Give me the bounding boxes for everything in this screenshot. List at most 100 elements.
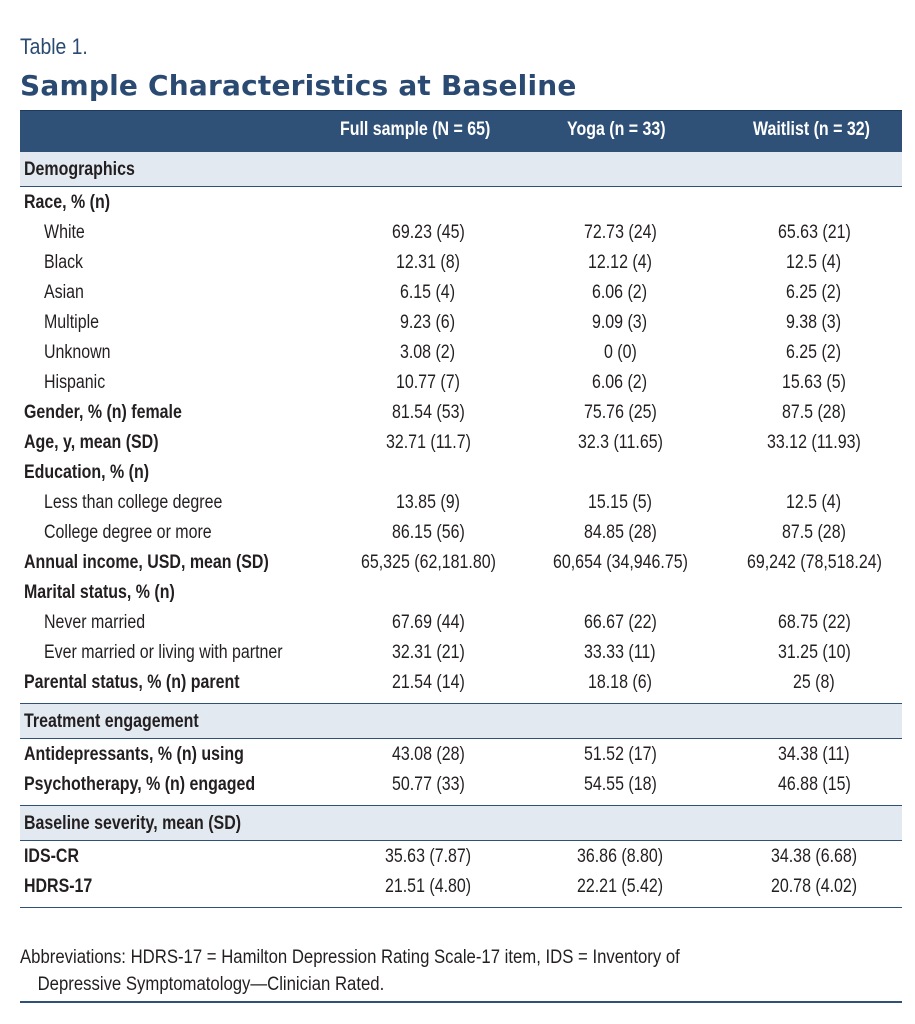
section-heading: Demographics: [20, 151, 902, 187]
table-cell: 6.25 (2): [786, 282, 842, 303]
table-cell: 87.5 (28): [782, 522, 846, 543]
table-cell: 12.31 (8): [396, 252, 460, 273]
table-cell: 0 (0): [603, 342, 637, 363]
table-cell: 34.38 (6.68): [770, 846, 858, 867]
table-cell: 12.5 (4): [786, 492, 842, 513]
table-cell: 60,654 (34,946.75): [552, 552, 688, 573]
table-row: College degree or more 86.15 (56) 84.85 (2…: [20, 517, 902, 547]
table-cell: 12.12 (4): [588, 252, 652, 273]
table-cell: 86.15 (56): [391, 522, 465, 543]
table-cell: 32.71 (11.7): [385, 432, 471, 453]
table-row: Multiple 9.23 (6) 9.09 (3) 9.38 (3): [20, 307, 902, 337]
table-cell: 43.08 (28): [391, 744, 465, 765]
row-label: Hispanic: [44, 372, 106, 393]
table-row: White 69.23 (45) 72.73 (24) 65.63 (21): [20, 217, 902, 247]
table-row: Hispanic 10.77 (7) 6.06 (2) 15.63 (5): [20, 367, 902, 397]
row-label: Education, % (n): [24, 462, 150, 483]
table-cell: 22.21 (5.42): [576, 876, 664, 897]
row-label: Multiple: [44, 312, 100, 333]
row-label: Black: [44, 252, 84, 273]
table-cell: 18.18 (6): [588, 672, 652, 693]
footnote-line-1: Abbreviations: HDRS-17 = Hamilton Depres…: [20, 947, 680, 968]
row-label: Age, y, mean (SD): [24, 432, 159, 453]
section-heading-label: Baseline severity, mean (SD): [24, 813, 242, 834]
table-cell: 87.5 (28): [782, 402, 846, 423]
table-cell: 33.12 (11.93): [767, 432, 861, 453]
table-row: IDS-CR 35.63 (7.87) 36.86 (8.80) 34.38 (6.6…: [20, 841, 902, 871]
row-label: Unknown: [44, 342, 111, 363]
table-cell: 84.85 (28): [583, 522, 657, 543]
table-cell: 65.63 (21): [777, 222, 851, 243]
table-row: Less than college degree 13.85 (9) 15.15 (…: [20, 487, 902, 517]
row-label: White: [44, 222, 85, 243]
table-cell: 32.31 (21): [391, 642, 465, 663]
table-cell: 21.54 (14): [391, 672, 465, 693]
table-cell: 21.51 (4.80): [384, 876, 472, 897]
table-cell: 34.38 (11): [778, 744, 850, 765]
row-label: Parental status, % (n) parent: [24, 672, 240, 693]
table-cell: 10.77 (7): [396, 372, 460, 393]
table-cell: 69,242 (78,518.24): [746, 552, 882, 573]
table-cell: 54.55 (18): [583, 774, 657, 795]
row-label: Less than college degree: [44, 492, 223, 513]
table-cell: 65,325 (62,181.80): [360, 552, 496, 573]
characteristics-table: Full sample (N = 65) Yoga (n = 33) Waitl…: [20, 110, 902, 908]
row-label: Gender, % (n) female: [24, 402, 182, 423]
table-cell: 25 (8): [793, 672, 835, 693]
table-cell: 6.06 (2): [592, 282, 648, 303]
table-cell: 72.73 (24): [583, 222, 657, 243]
table-cell: 36.86 (8.80): [576, 846, 664, 867]
table-row: Marital status, % (n): [20, 577, 902, 607]
footnote-line-2: Depressive Symptomatology—Clinician Rate…: [37, 974, 385, 995]
row-label: Never married: [44, 612, 146, 633]
section-heading-label: Treatment engagement: [24, 711, 199, 732]
table-cell: 75.76 (25): [583, 402, 657, 423]
table-bottom-rule: [20, 907, 902, 908]
table-cell: 66.67 (22): [583, 612, 657, 633]
row-label: HDRS-17: [24, 876, 93, 897]
table-cell: 13.85 (9): [396, 492, 460, 513]
table-header-row: Full sample (N = 65) Yoga (n = 33) Waitl…: [20, 110, 902, 151]
table-cell: 69.23 (45): [391, 222, 465, 243]
table-row: Gender, % (n) female 81.54 (53) 75.76 (25)…: [20, 397, 902, 427]
row-label: Ever married or living with partner: [44, 642, 283, 663]
table-row: HDRS-17 21.51 (4.80) 22.21 (5.42) 20.78 (4.…: [20, 871, 902, 901]
section-heading: Treatment engagement: [20, 703, 902, 739]
table-title: Sample Characteristics at Baseline: [20, 69, 577, 102]
row-label: Asian: [44, 282, 84, 303]
table-row: Black 12.31 (8) 12.12 (4) 12.5 (4): [20, 247, 902, 277]
row-label: Antidepressants, % (n) using: [24, 744, 244, 765]
table-cell: 3.08 (2): [400, 342, 456, 363]
table-cell: 51.52 (17): [583, 744, 657, 765]
table-cell: 31.25 (10): [777, 642, 851, 663]
column-header-waitlist: Waitlist (n = 32): [753, 119, 870, 140]
table-footnote: Abbreviations: HDRS-17 = Hamilton Depres…: [20, 944, 900, 998]
table-row: Age, y, mean (SD) 32.71 (11.7) 32.3 (11.65…: [20, 427, 902, 457]
table-cell: 46.88 (15): [777, 774, 851, 795]
table-row: Antidepressants, % (n) using 43.08 (28) 51…: [20, 739, 902, 769]
table-body: Demographics Race, % (n) White 69.23 (45) 72…: [20, 151, 902, 907]
table-cell: 68.75 (22): [777, 612, 851, 633]
table-cell: 20.78 (4.02): [770, 876, 858, 897]
table-row: Never married 67.69 (44) 66.67 (22) 68.75 (…: [20, 607, 902, 637]
table-cell: 6.25 (2): [786, 342, 842, 363]
table-cell: 9.09 (3): [592, 312, 648, 333]
table-row: Ever married or living with partner 32.31…: [20, 637, 902, 667]
section-heading: Baseline severity, mean (SD): [20, 805, 902, 841]
row-label: Psychotherapy, % (n) engaged: [24, 774, 256, 795]
table-cell: 81.54 (53): [391, 402, 465, 423]
table-row: Parental status, % (n) parent 21.54 (14) 1…: [20, 667, 902, 697]
table-cell: 35.63 (7.87): [384, 846, 472, 867]
table-cell: 12.5 (4): [786, 252, 842, 273]
row-label: Marital status, % (n): [24, 582, 175, 603]
row-label: Race, % (n): [24, 192, 111, 213]
table-cell: 15.15 (5): [588, 492, 652, 513]
table-cell: 15.63 (5): [782, 372, 846, 393]
table-row: Annual income, USD, mean (SD) 65,325 (62,…: [20, 547, 902, 577]
table-row: Unknown 3.08 (2) 0 (0) 6.25 (2): [20, 337, 902, 367]
table-cell: 6.06 (2): [592, 372, 648, 393]
table-cell: 50.77 (33): [391, 774, 465, 795]
row-label: IDS-CR: [24, 846, 79, 867]
table-row: Race, % (n): [20, 187, 902, 217]
column-header-yoga: Yoga (n = 33): [567, 119, 666, 140]
